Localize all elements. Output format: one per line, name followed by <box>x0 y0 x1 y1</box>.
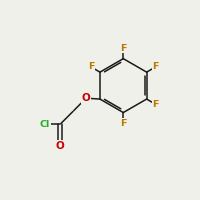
Text: Cl: Cl <box>40 120 50 129</box>
Text: F: F <box>152 100 159 109</box>
Text: F: F <box>88 62 94 71</box>
Text: F: F <box>120 119 127 128</box>
Text: F: F <box>120 44 127 53</box>
Text: O: O <box>56 141 64 151</box>
Text: O: O <box>82 93 90 103</box>
Text: F: F <box>152 62 159 71</box>
